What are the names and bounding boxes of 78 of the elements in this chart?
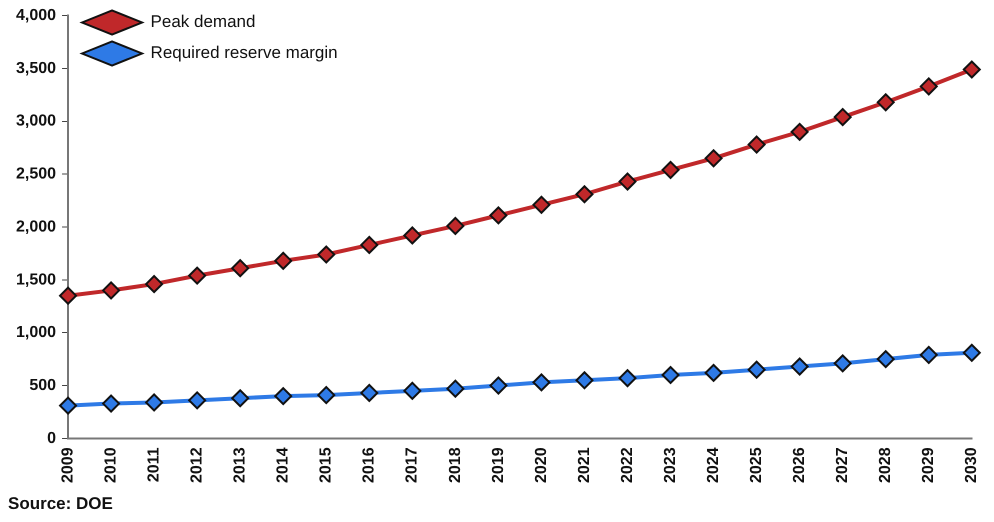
point [704, 364, 723, 382]
point [876, 350, 895, 368]
point [403, 382, 422, 400]
x-tick-label: 2026 [791, 447, 808, 483]
x-tick-label: 2012 [188, 447, 206, 483]
x-tick-label: 2023 [662, 447, 679, 483]
point [748, 360, 766, 379]
point [188, 391, 206, 410]
x-tick-label: 2020 [532, 447, 550, 483]
x-tick-label: 2029 [920, 447, 938, 483]
x-tick-label: 2011 [146, 447, 163, 482]
point [662, 160, 680, 179]
x-tick-label: 2027 [834, 447, 852, 483]
point [962, 344, 981, 362]
x-tick-label: 2028 [877, 447, 894, 483]
point [532, 373, 550, 392]
point [360, 236, 378, 254]
y-tick-label: 3,000 [16, 112, 56, 130]
point [59, 396, 78, 415]
y-tick-label: 2,000 [16, 218, 56, 236]
y-tick-label: 500 [29, 376, 56, 394]
x-tick-label: 2019 [490, 447, 507, 483]
legend-label: Peak demand [150, 12, 256, 32]
point [920, 346, 938, 364]
x-tick-label: 2015 [318, 447, 335, 483]
point [618, 369, 637, 388]
x-tick-label: 2018 [446, 447, 464, 483]
point [876, 93, 895, 112]
x-tick-label: 2024 [704, 447, 722, 483]
y-tick-label: 4,000 [16, 7, 56, 24]
point [962, 60, 981, 79]
point [489, 206, 508, 224]
legend-label: Required reserve margin [150, 43, 338, 62]
point [834, 354, 852, 372]
point [274, 252, 292, 270]
point [145, 275, 164, 294]
point [102, 281, 120, 300]
point [59, 286, 78, 305]
x-tick-label: 2010 [102, 447, 120, 483]
point [920, 77, 938, 96]
x-tick-label: 2009 [59, 447, 76, 483]
point [790, 358, 809, 376]
point [489, 376, 508, 395]
point [790, 122, 809, 141]
point [188, 266, 206, 285]
point [532, 196, 550, 214]
x-tick-label: 2013 [232, 447, 249, 483]
point [231, 389, 250, 408]
x-tick-label: 2025 [748, 447, 766, 483]
y-tick-label: 1,500 [16, 271, 56, 288]
x-tick-label: 2014 [274, 447, 292, 483]
y-tick-label: 2,500 [16, 166, 56, 183]
point [575, 371, 594, 390]
x-tick-label: 2030 [963, 447, 980, 483]
y-tick-label: 3,500 [16, 60, 56, 77]
point [618, 172, 637, 191]
point [274, 387, 292, 406]
point [403, 226, 422, 244]
point [102, 394, 120, 413]
x-tick-label: 2016 [360, 447, 378, 483]
point [317, 386, 336, 404]
point [748, 136, 766, 154]
point [575, 185, 594, 204]
point [662, 366, 680, 384]
point [704, 149, 723, 168]
x-tick-label: 2022 [618, 447, 636, 483]
point [231, 259, 250, 278]
y-tick-label: 1,000 [16, 324, 56, 342]
x-tick-label: 2021 [576, 447, 593, 483]
y-tick-label: 0 [47, 430, 56, 447]
x-tick-label: 2017 [404, 447, 421, 483]
source-note: Source: DOE [8, 494, 113, 514]
point [834, 108, 852, 126]
point [145, 393, 164, 412]
point [317, 245, 336, 264]
point [360, 384, 378, 402]
point [446, 380, 464, 398]
point [446, 216, 464, 235]
